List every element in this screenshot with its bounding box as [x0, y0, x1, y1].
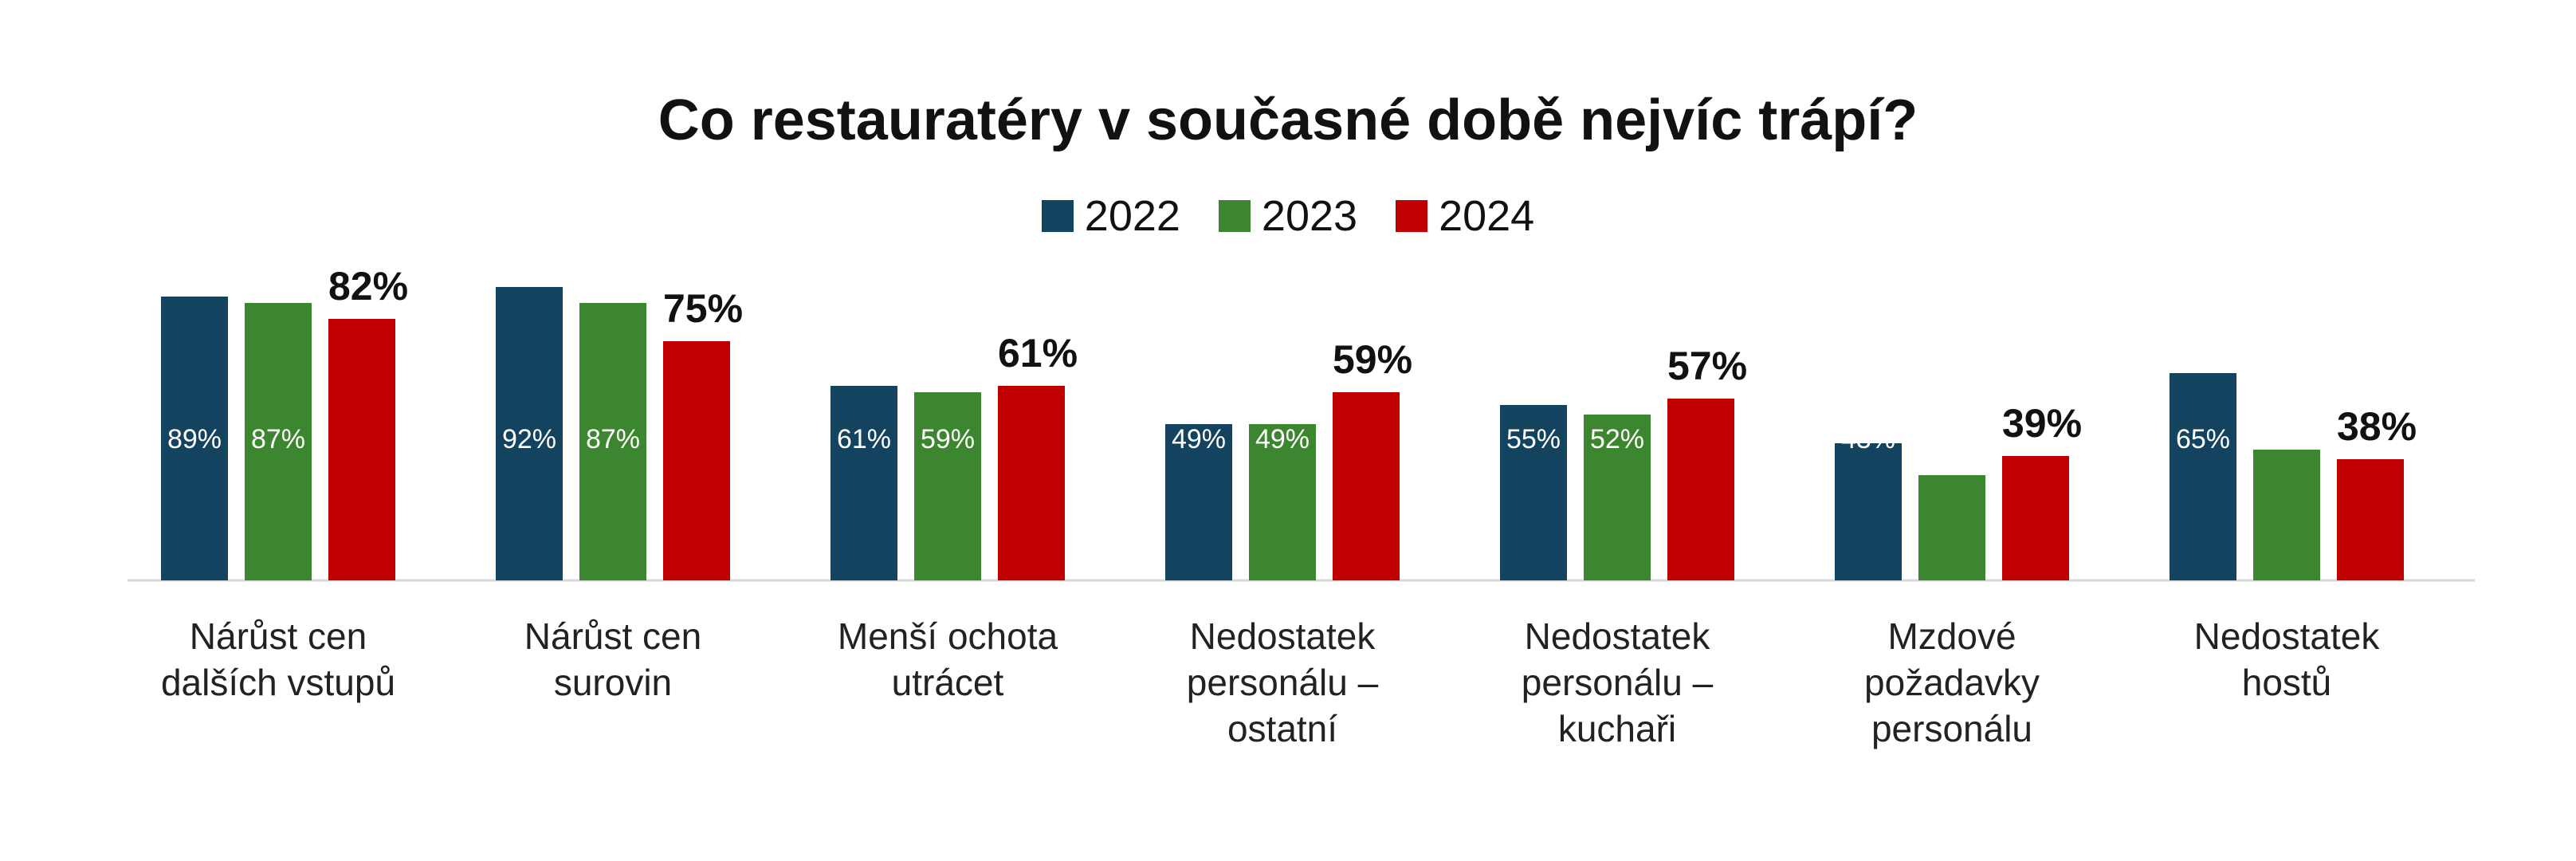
bar-2023-5	[1918, 475, 1985, 580]
bar-2022-3	[1165, 424, 1232, 580]
category-label: Nedostatek personálu – kuchaři	[1522, 615, 1714, 749]
category-label-line: personálu –	[1187, 662, 1379, 703]
chart-title: Co restauratéry v současné době nejvíc t…	[658, 88, 1918, 152]
data-label-2023-2: 59%	[921, 424, 975, 454]
category-label: Menší ochota utrácet	[838, 615, 1058, 703]
category-label: Nárůst cen surovin	[524, 615, 701, 703]
data-label-2022-4: 55%	[1506, 424, 1561, 454]
data-label-2024-6: 38%	[2337, 404, 2417, 449]
category-label-line: utrácet	[892, 662, 1004, 703]
data-label-2024-3: 59%	[1333, 337, 1412, 382]
category-label: Nedostatek personálu – ostatní	[1187, 615, 1379, 749]
bar-2024-5	[2002, 456, 2069, 580]
bar-2022-0	[161, 297, 228, 580]
bar-2023-3	[1249, 424, 1316, 580]
legend-label: 2022	[1084, 192, 1180, 240]
category-label: Mzdové požadavky personálu	[1864, 615, 2040, 749]
data-label-2024-0: 82%	[328, 264, 408, 309]
bar-2023-6	[2253, 450, 2320, 580]
data-label-2022-2: 61%	[837, 424, 891, 454]
bar-2024-1	[663, 341, 730, 580]
bar-2024-2	[998, 386, 1065, 580]
legend-swatch	[1041, 200, 1074, 232]
category-label-line: dalších vstupů	[161, 662, 395, 703]
bar-2022-1	[496, 287, 563, 580]
data-label-2022-5: 43%	[1841, 424, 1895, 454]
legend-item-2022: 2022	[1041, 191, 1180, 241]
data-label-2023-6: 41%	[2260, 424, 2314, 454]
category-label-line: personálu	[1871, 708, 2032, 749]
bar-2024-6	[2337, 459, 2404, 580]
legend-item-2024: 2024	[1396, 191, 1534, 241]
category-label-line: Nedostatek	[1190, 615, 1376, 657]
bar-2023-1	[579, 303, 646, 580]
bar-2022-4	[1500, 405, 1567, 580]
category-label-line: požadavky	[1864, 662, 2040, 703]
category-label-line: Nárůst cen	[524, 615, 701, 657]
legend: 2022 2023 2024	[0, 191, 2576, 241]
category-label-line: Mzdové	[1887, 615, 2016, 657]
data-label-2024-5: 39%	[2002, 401, 2082, 446]
category-label-line: surovin	[554, 662, 672, 703]
category-label-line: hostů	[2242, 662, 2332, 703]
data-label-2023-0: 87%	[251, 424, 305, 454]
data-label-2023-5: 33%	[1925, 424, 1979, 454]
category-label-line: Nedostatek	[1525, 615, 1711, 657]
category-label: Nárůst cen dalších vstupů	[161, 615, 395, 703]
data-label-2023-4: 52%	[1590, 424, 1644, 454]
bar-2024-0	[328, 319, 395, 580]
category-label: Nedostatek hostů	[2194, 615, 2381, 703]
category-label-line: personálu –	[1522, 662, 1714, 703]
data-label-2024-4: 57%	[1667, 344, 1747, 388]
category-label-line: kuchaři	[1558, 708, 1676, 749]
category-label-line: Nedostatek	[2194, 615, 2381, 657]
data-label-2022-0: 89%	[167, 424, 222, 454]
data-label-2022-6: 65%	[2176, 424, 2230, 454]
bar-2023-0	[245, 303, 312, 580]
bar-2023-4	[1584, 415, 1651, 580]
bar-2024-4	[1667, 399, 1734, 580]
legend-label: 2024	[1439, 192, 1535, 240]
data-label-2022-3: 49%	[1172, 424, 1226, 454]
bar-2024-3	[1333, 392, 1400, 580]
data-label-2023-1: 87%	[586, 424, 640, 454]
category-label-line: ostatní	[1227, 708, 1337, 749]
category-label-line: Menší ochota	[838, 615, 1058, 657]
category-label-line: Nárůst cen	[190, 615, 367, 657]
legend-swatch	[1396, 200, 1428, 232]
data-label-2024-1: 75%	[663, 286, 743, 331]
bar-2022-2	[831, 386, 897, 580]
legend-swatch	[1218, 200, 1251, 232]
bar-2022-5	[1835, 443, 1902, 580]
data-label-2022-1: 92%	[502, 424, 556, 454]
legend-item-2023: 2023	[1218, 191, 1358, 241]
bar-2022-6	[2170, 373, 2236, 580]
legend-label: 2023	[1261, 192, 1358, 240]
data-label-2023-3: 49%	[1255, 424, 1310, 454]
bar-2023-2	[914, 392, 981, 580]
data-label-2024-2: 61%	[998, 331, 1078, 375]
